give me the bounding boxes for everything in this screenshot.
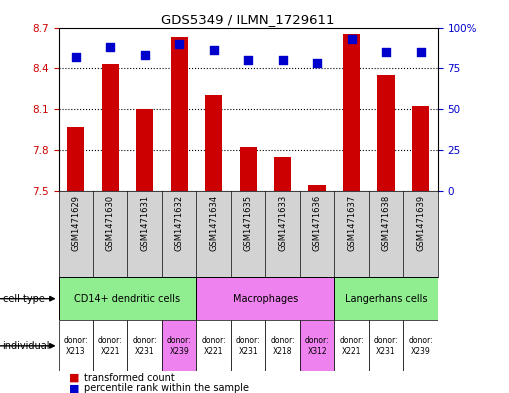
Bar xyxy=(196,320,231,371)
Text: donor:
X231: donor: X231 xyxy=(132,336,157,356)
Text: GSM1471632: GSM1471632 xyxy=(175,195,184,251)
Text: donor:
X221: donor: X221 xyxy=(98,336,123,356)
Point xyxy=(348,36,356,42)
Text: individual: individual xyxy=(3,341,50,351)
Text: donor:
X231: donor: X231 xyxy=(236,336,261,356)
Bar xyxy=(412,107,429,191)
Bar xyxy=(274,157,291,191)
Text: GSM1471635: GSM1471635 xyxy=(244,195,252,251)
Point xyxy=(382,49,390,55)
Text: donor:
X312: donor: X312 xyxy=(305,336,329,356)
Text: donor:
X221: donor: X221 xyxy=(202,336,226,356)
Text: GSM1471639: GSM1471639 xyxy=(416,195,425,251)
Bar xyxy=(334,277,438,320)
Bar xyxy=(369,320,403,371)
Text: Langerhans cells: Langerhans cells xyxy=(345,294,427,304)
Text: CD14+ dendritic cells: CD14+ dendritic cells xyxy=(74,294,181,304)
Bar xyxy=(403,320,438,371)
Bar xyxy=(59,277,196,320)
Bar xyxy=(334,320,369,371)
Text: donor:
X213: donor: X213 xyxy=(64,336,88,356)
Text: transformed count: transformed count xyxy=(84,373,175,383)
Point xyxy=(278,57,287,63)
Text: ■: ■ xyxy=(69,383,79,393)
Point xyxy=(175,40,183,47)
Bar xyxy=(59,320,93,371)
Text: donor:
X218: donor: X218 xyxy=(270,336,295,356)
Bar xyxy=(231,320,265,371)
Text: GSM1471637: GSM1471637 xyxy=(347,195,356,251)
Text: GSM1471634: GSM1471634 xyxy=(209,195,218,251)
Point xyxy=(210,47,218,53)
Text: donor:
X221: donor: X221 xyxy=(339,336,364,356)
Bar xyxy=(136,109,153,191)
Text: cell type: cell type xyxy=(3,294,44,304)
Bar xyxy=(377,75,394,191)
Text: GSM1471633: GSM1471633 xyxy=(278,195,287,251)
Bar xyxy=(102,64,119,191)
Point xyxy=(106,44,115,50)
Text: donor:
X239: donor: X239 xyxy=(408,336,433,356)
Point xyxy=(313,60,321,66)
Title: GDS5349 / ILMN_1729611: GDS5349 / ILMN_1729611 xyxy=(161,13,335,26)
Bar xyxy=(67,127,84,191)
Point xyxy=(416,49,425,55)
Text: GSM1471636: GSM1471636 xyxy=(313,195,322,251)
Bar xyxy=(162,320,196,371)
Text: GSM1471638: GSM1471638 xyxy=(382,195,390,251)
Text: percentile rank within the sample: percentile rank within the sample xyxy=(84,383,249,393)
Bar xyxy=(300,320,334,371)
Bar xyxy=(196,277,334,320)
Text: Macrophages: Macrophages xyxy=(233,294,298,304)
Text: GSM1471631: GSM1471631 xyxy=(140,195,149,251)
Text: GSM1471630: GSM1471630 xyxy=(106,195,115,251)
Bar xyxy=(308,185,326,191)
Text: GSM1471629: GSM1471629 xyxy=(71,195,80,251)
Text: donor:
X239: donor: X239 xyxy=(167,336,191,356)
Bar xyxy=(343,34,360,191)
Bar xyxy=(240,147,257,191)
Point xyxy=(244,57,252,63)
Bar xyxy=(127,320,162,371)
Text: ■: ■ xyxy=(69,373,79,383)
Point xyxy=(72,54,80,60)
Bar xyxy=(265,320,300,371)
Text: donor:
X231: donor: X231 xyxy=(374,336,399,356)
Bar xyxy=(205,95,222,191)
Bar xyxy=(171,37,188,191)
Point xyxy=(140,52,149,59)
Bar xyxy=(93,320,127,371)
